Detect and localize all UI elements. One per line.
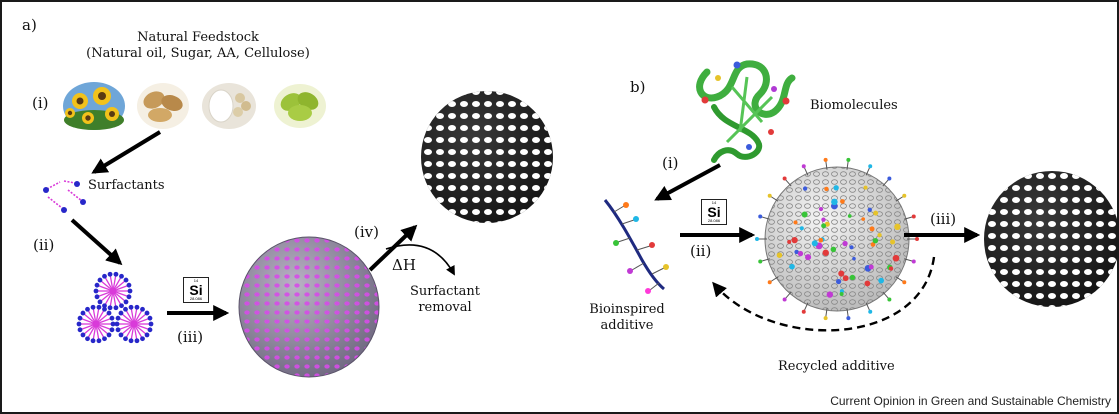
milk-grain-photo xyxy=(202,83,256,129)
panel-b-label: b) xyxy=(630,78,646,96)
arrow-feedstock-to-surfactants xyxy=(91,130,162,174)
hybrid-silica-sphere xyxy=(755,157,919,321)
protein-biomolecule xyxy=(696,60,796,163)
leaf-photo xyxy=(274,84,326,128)
micelles xyxy=(76,271,154,344)
surfactant-removal-line1: Surfactant xyxy=(410,284,480,299)
recycled-additive-label: Recycled additive xyxy=(778,359,895,374)
porous-silica-sphere-a xyxy=(421,91,553,223)
journal-credit: Current Opinion in Green and Sustainable… xyxy=(830,394,1111,408)
surfactant-molecules xyxy=(43,180,86,213)
step-iii-label-a: (iii) xyxy=(177,328,204,346)
arrow-template-to-porous xyxy=(368,224,418,272)
step-ii-label-b: (ii) xyxy=(690,242,712,260)
silicon-element-tile-a: 14 Si 28.086 xyxy=(183,277,209,303)
silicon-number-a: 14 xyxy=(193,278,199,283)
sunflower-photo xyxy=(63,82,125,130)
feedstock-subtitle: (Natural oil, Sugar, AA, Cellulose) xyxy=(86,46,310,61)
silicon-weight-b: 28.086 xyxy=(707,218,721,223)
step-i-label-a: (i) xyxy=(32,94,49,112)
silicon-element-tile-b: 14 Si 28.086 xyxy=(701,199,727,225)
silicon-symbol-b: Si xyxy=(707,204,721,220)
surfactants-label: Surfactants xyxy=(88,178,165,193)
delta-h-label: ΔH xyxy=(392,256,416,274)
surfactant-removal-line2: removal xyxy=(418,300,472,315)
silicon-symbol-a: Si xyxy=(189,282,203,298)
templated-silica-sphere xyxy=(238,236,380,378)
biomolecules-label: Biomolecules xyxy=(810,98,898,113)
step-i-label-b: (i) xyxy=(662,154,679,172)
porous-silica-sphere-b xyxy=(984,171,1117,307)
panel-a-label: a) xyxy=(22,16,37,34)
feedstock-title: Natural Feedstock xyxy=(137,30,259,45)
bioinspired-additive-line2: additive xyxy=(600,318,654,333)
step-iii-label-b: (iii) xyxy=(930,210,957,228)
arrow-surfactant-removal xyxy=(385,244,455,276)
bioinspired-additive-molecule xyxy=(603,199,669,294)
arrow-recycled-additive xyxy=(712,256,936,332)
arrow-biomolecule-to-additive xyxy=(654,163,721,201)
step-iv-label-a: (iv) xyxy=(354,223,379,241)
silicon-number-b: 14 xyxy=(711,200,717,205)
arrow-surfactants-to-micelles xyxy=(70,218,123,266)
silicon-weight-a: 28.086 xyxy=(189,296,203,301)
step-ii-label-a: (ii) xyxy=(33,236,55,254)
bioinspired-additive-line1: Bioinspired xyxy=(589,302,665,317)
potato-photo xyxy=(137,83,189,129)
